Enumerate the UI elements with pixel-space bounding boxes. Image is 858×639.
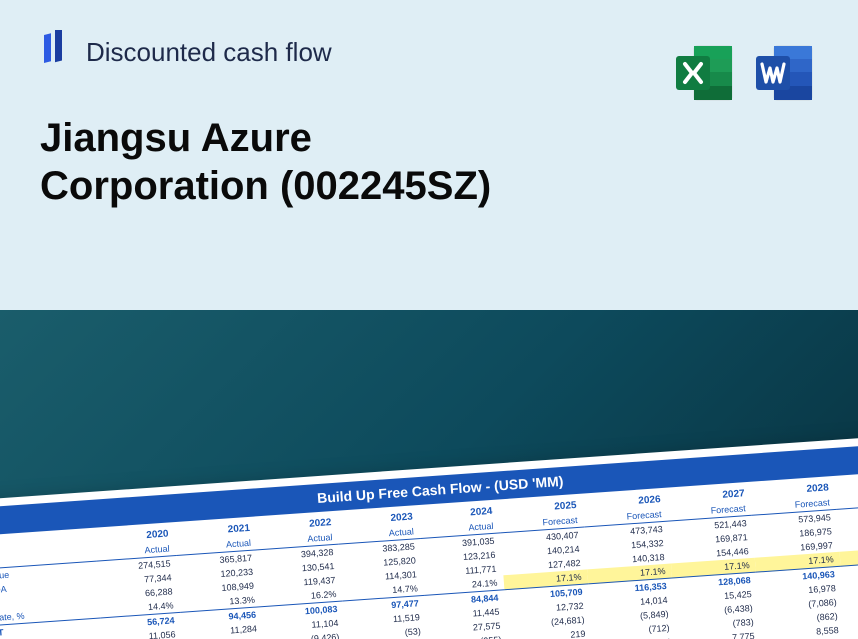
- model-preview-panel: Build Up Free Cash Flow - (USD 'MM) Year…: [0, 310, 858, 639]
- company-title-line1: Jiangsu Azure: [40, 116, 312, 160]
- spreadsheet-preview: Build Up Free Cash Flow - (USD 'MM) Year…: [0, 433, 858, 639]
- company-title-line2: Corporation (002245SZ): [40, 164, 491, 208]
- brand-text: Discounted cash flow: [86, 37, 332, 68]
- company-title: Jiangsu Azure Corporation (002245SZ): [40, 114, 660, 210]
- app-icons-group: [672, 40, 818, 106]
- word-icon: [752, 40, 818, 106]
- excel-icon: [672, 40, 738, 106]
- col-year: 2029: [834, 474, 858, 495]
- header-panel: Discounted cash flow Jiangsu Azure Corpo…: [0, 0, 858, 310]
- brand-logo-icon: [40, 30, 74, 74]
